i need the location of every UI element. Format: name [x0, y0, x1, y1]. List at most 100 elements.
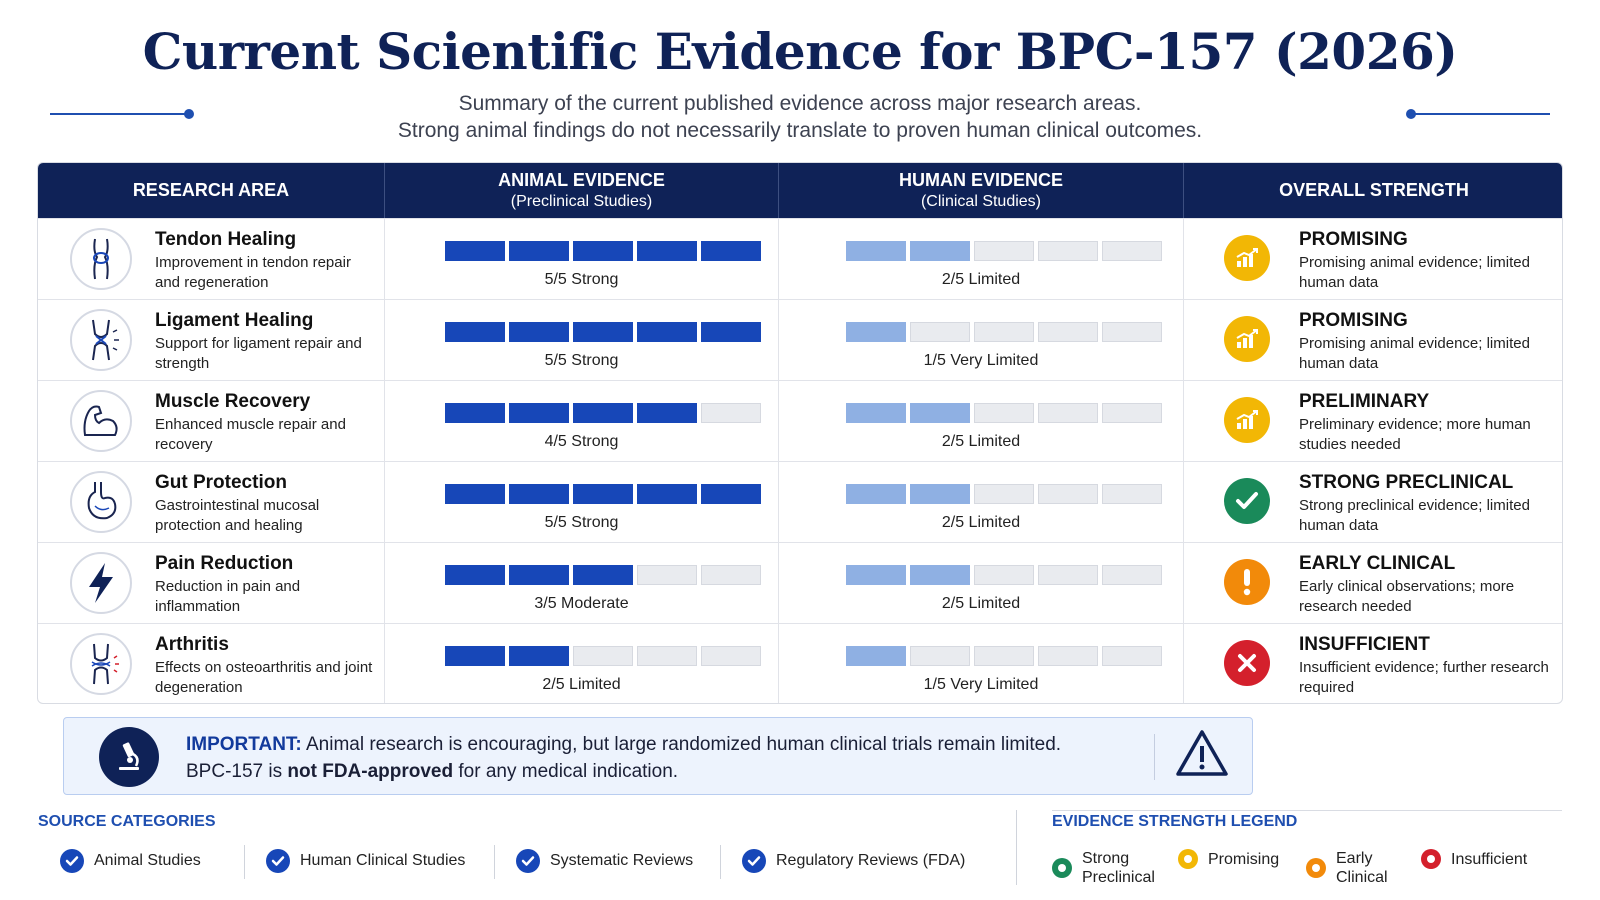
check-icon: [742, 849, 766, 873]
research-area-cell: Gut Protection Gastrointestinal mucosal p…: [38, 462, 385, 542]
stomach-icon: [70, 471, 132, 533]
animal-evidence-bar-segment: [637, 241, 697, 261]
source-divider: [244, 845, 245, 879]
overall-strength-cell: EARLY CLINICAL Early clinical observation…: [1184, 543, 1562, 623]
animal-evidence-bar-segment: [637, 484, 697, 504]
notice-line-1: IMPORTANT: Animal research is encouragin…: [186, 734, 1062, 755]
strength-description: Strong preclinical evidence; limited hum…: [1299, 497, 1530, 534]
animal-evidence-bar-segment: [701, 646, 761, 666]
source-divider: [720, 845, 721, 879]
animal-evidence-bar-segment: [509, 322, 569, 342]
research-area-name: Arthritis: [155, 634, 229, 655]
human-evidence-bar-segment: [846, 565, 906, 585]
decor-line-right: [1406, 109, 1550, 119]
tendon-icon: [70, 228, 132, 290]
animal-evidence-bar-segment: [573, 241, 633, 261]
muscle-icon: [70, 390, 132, 452]
source-category-label: Systematic Reviews: [550, 852, 694, 869]
human-evidence-bar-segment: [974, 646, 1034, 666]
human-evidence-bar: [846, 322, 1162, 342]
legend-item: Insufficient: [1421, 849, 1527, 869]
human-evidence-cell: 2/5 Limited: [779, 219, 1184, 299]
animal-evidence-label: 2/5 Limited: [542, 676, 621, 693]
legend-item: Strong Preclinical: [1052, 849, 1162, 887]
human-evidence-bar-segment: [1102, 403, 1162, 423]
legend-label: Promising: [1208, 850, 1280, 868]
exclamation-icon: [1224, 559, 1270, 605]
research-area-name: Gut Protection: [155, 472, 287, 493]
human-evidence-cell: 2/5 Limited: [779, 381, 1184, 461]
microscope-icon: [99, 727, 159, 787]
source-category-item: Systematic Reviews: [516, 849, 693, 873]
animal-evidence-bar-segment: [445, 565, 505, 585]
human-evidence-cell: 1/5 Very Limited: [779, 624, 1184, 703]
check-icon: [266, 849, 290, 873]
animal-evidence-cell: 3/5 Moderate: [385, 543, 779, 623]
table-row: Muscle Recovery Enhanced muscle repair an…: [38, 380, 1562, 461]
chart-icon: [1224, 397, 1270, 443]
table-row: Gut Protection Gastrointestinal mucosal p…: [38, 461, 1562, 542]
human-evidence-bar-segment: [846, 241, 906, 261]
animal-evidence-bar: [445, 241, 761, 261]
animal-evidence-bar-segment: [701, 484, 761, 504]
strength-description: Promising animal evidence; limited human…: [1299, 335, 1530, 372]
source-category-item: Human Clinical Studies: [266, 849, 465, 873]
animal-evidence-bar-segment: [573, 403, 633, 423]
animal-evidence-bar-segment: [637, 565, 697, 585]
check-icon: [516, 849, 540, 873]
header-human-evidence: HUMAN EVIDENCE (Clinical Studies): [779, 163, 1184, 218]
human-evidence-bar-segment: [1038, 484, 1098, 504]
human-evidence-bar-segment: [974, 403, 1034, 423]
animal-evidence-bar-segment: [445, 646, 505, 666]
human-evidence-bar-segment: [974, 565, 1034, 585]
human-evidence-bar-segment: [1038, 403, 1098, 423]
legend-item: Promising: [1178, 849, 1279, 869]
check-icon: [60, 849, 84, 873]
human-evidence-cell: 1/5 Very Limited: [779, 300, 1184, 380]
overall-strength-cell: PRELIMINARY Preliminary evidence; more hu…: [1184, 381, 1562, 461]
strength-rating: PRELIMINARY: [1299, 391, 1430, 412]
research-area-name: Ligament Healing: [155, 310, 314, 331]
ligament-icon: [70, 309, 132, 371]
chart-icon: [1224, 235, 1270, 281]
strength-rating: PROMISING: [1299, 310, 1408, 331]
notice-text: IMPORTANT: Animal research is encouragin…: [186, 731, 1146, 785]
animal-evidence-bar-segment: [509, 646, 569, 666]
animal-evidence-cell: 5/5 Strong: [385, 219, 779, 299]
decor-line-left: [50, 109, 194, 119]
animal-evidence-cell: 5/5 Strong: [385, 300, 779, 380]
page-subtitle: Summary of the current published evidenc…: [0, 90, 1600, 144]
human-evidence-bar-segment: [1038, 565, 1098, 585]
table-row: Pain Reduction Reduction in pain and infl…: [38, 542, 1562, 623]
human-evidence-bar-segment: [910, 241, 970, 261]
animal-evidence-bar-segment: [701, 241, 761, 261]
header-research-area: RESEARCH AREA: [38, 163, 385, 218]
animal-evidence-bar-segment: [637, 646, 697, 666]
page-title: Current Scientific Evidence for BPC-157 …: [142, 22, 1458, 81]
research-area-desc: Reduction in pain and inflammation: [155, 578, 301, 615]
human-evidence-bar-segment: [910, 646, 970, 666]
check-icon: [1224, 478, 1270, 524]
animal-evidence-label: 5/5 Strong: [544, 352, 619, 369]
lightning-icon: [70, 552, 132, 614]
human-evidence-bar: [846, 565, 1162, 585]
human-evidence-label: 2/5 Limited: [941, 595, 1021, 612]
notice-line-2: BPC-157 is not FDA-approved for any medi…: [186, 761, 679, 782]
strength-description: Early clinical observations; more resear…: [1299, 578, 1515, 615]
animal-evidence-bar-segment: [445, 403, 505, 423]
human-evidence-bar-segment: [846, 322, 906, 342]
animal-evidence-bar-segment: [701, 322, 761, 342]
research-area-desc: Enhanced muscle repair and recovery: [155, 416, 346, 453]
chart-icon: [1224, 316, 1270, 362]
animal-evidence-bar-segment: [445, 241, 505, 261]
animal-evidence-cell: 2/5 Limited: [385, 624, 779, 703]
overall-strength-cell: PROMISING Promising animal evidence; limi…: [1184, 300, 1562, 380]
notice-divider: [1154, 734, 1155, 780]
human-evidence-label: 1/5 Very Limited: [923, 676, 1039, 693]
research-area-desc: Gastrointestinal mucosal protection and …: [155, 497, 320, 534]
legend-label: Strong Preclinical: [1082, 850, 1155, 886]
animal-evidence-label: 5/5 Strong: [544, 514, 619, 531]
strength-description: Insufficient evidence; further research …: [1299, 659, 1549, 696]
table-header: RESEARCH AREA ANIMAL EVIDENCE (Preclinic…: [38, 163, 1562, 218]
human-evidence-bar-segment: [1038, 241, 1098, 261]
